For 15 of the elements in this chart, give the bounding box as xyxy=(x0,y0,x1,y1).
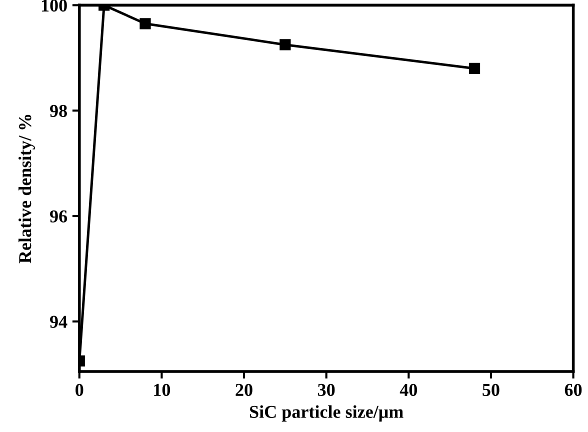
y-tick-label: 98 xyxy=(50,104,67,118)
y-axis-title: Relative density/ % xyxy=(18,114,35,264)
point xyxy=(468,62,480,74)
x-tick-label: 0 xyxy=(76,384,84,396)
y-tick-label: 96 xyxy=(50,210,68,222)
x-axis-title: SiC particle size/μm xyxy=(250,405,404,422)
x-tick-label: 50 xyxy=(482,384,500,396)
point xyxy=(140,18,151,30)
point xyxy=(280,39,291,50)
x-tick-label: 20 xyxy=(236,384,252,396)
x-tick-label: 60 xyxy=(564,384,582,396)
x-tick-label: 30 xyxy=(318,384,335,396)
x-tick-label: 40 xyxy=(400,384,417,396)
y-tick-label: 94 xyxy=(50,316,68,328)
x-tick-label: 10 xyxy=(154,384,170,396)
